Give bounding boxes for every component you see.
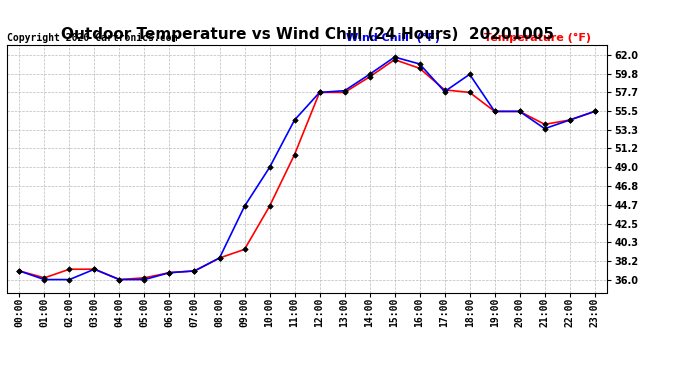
Text: Copyright 2020 Cartronics.com: Copyright 2020 Cartronics.com	[7, 33, 177, 42]
Text: Temperature (°F): Temperature (°F)	[484, 33, 591, 42]
Title: Outdoor Temperature vs Wind Chill (24 Hours)  20201005: Outdoor Temperature vs Wind Chill (24 Ho…	[61, 27, 553, 42]
Text: Wind Chill  (°F): Wind Chill (°F)	[346, 33, 440, 42]
